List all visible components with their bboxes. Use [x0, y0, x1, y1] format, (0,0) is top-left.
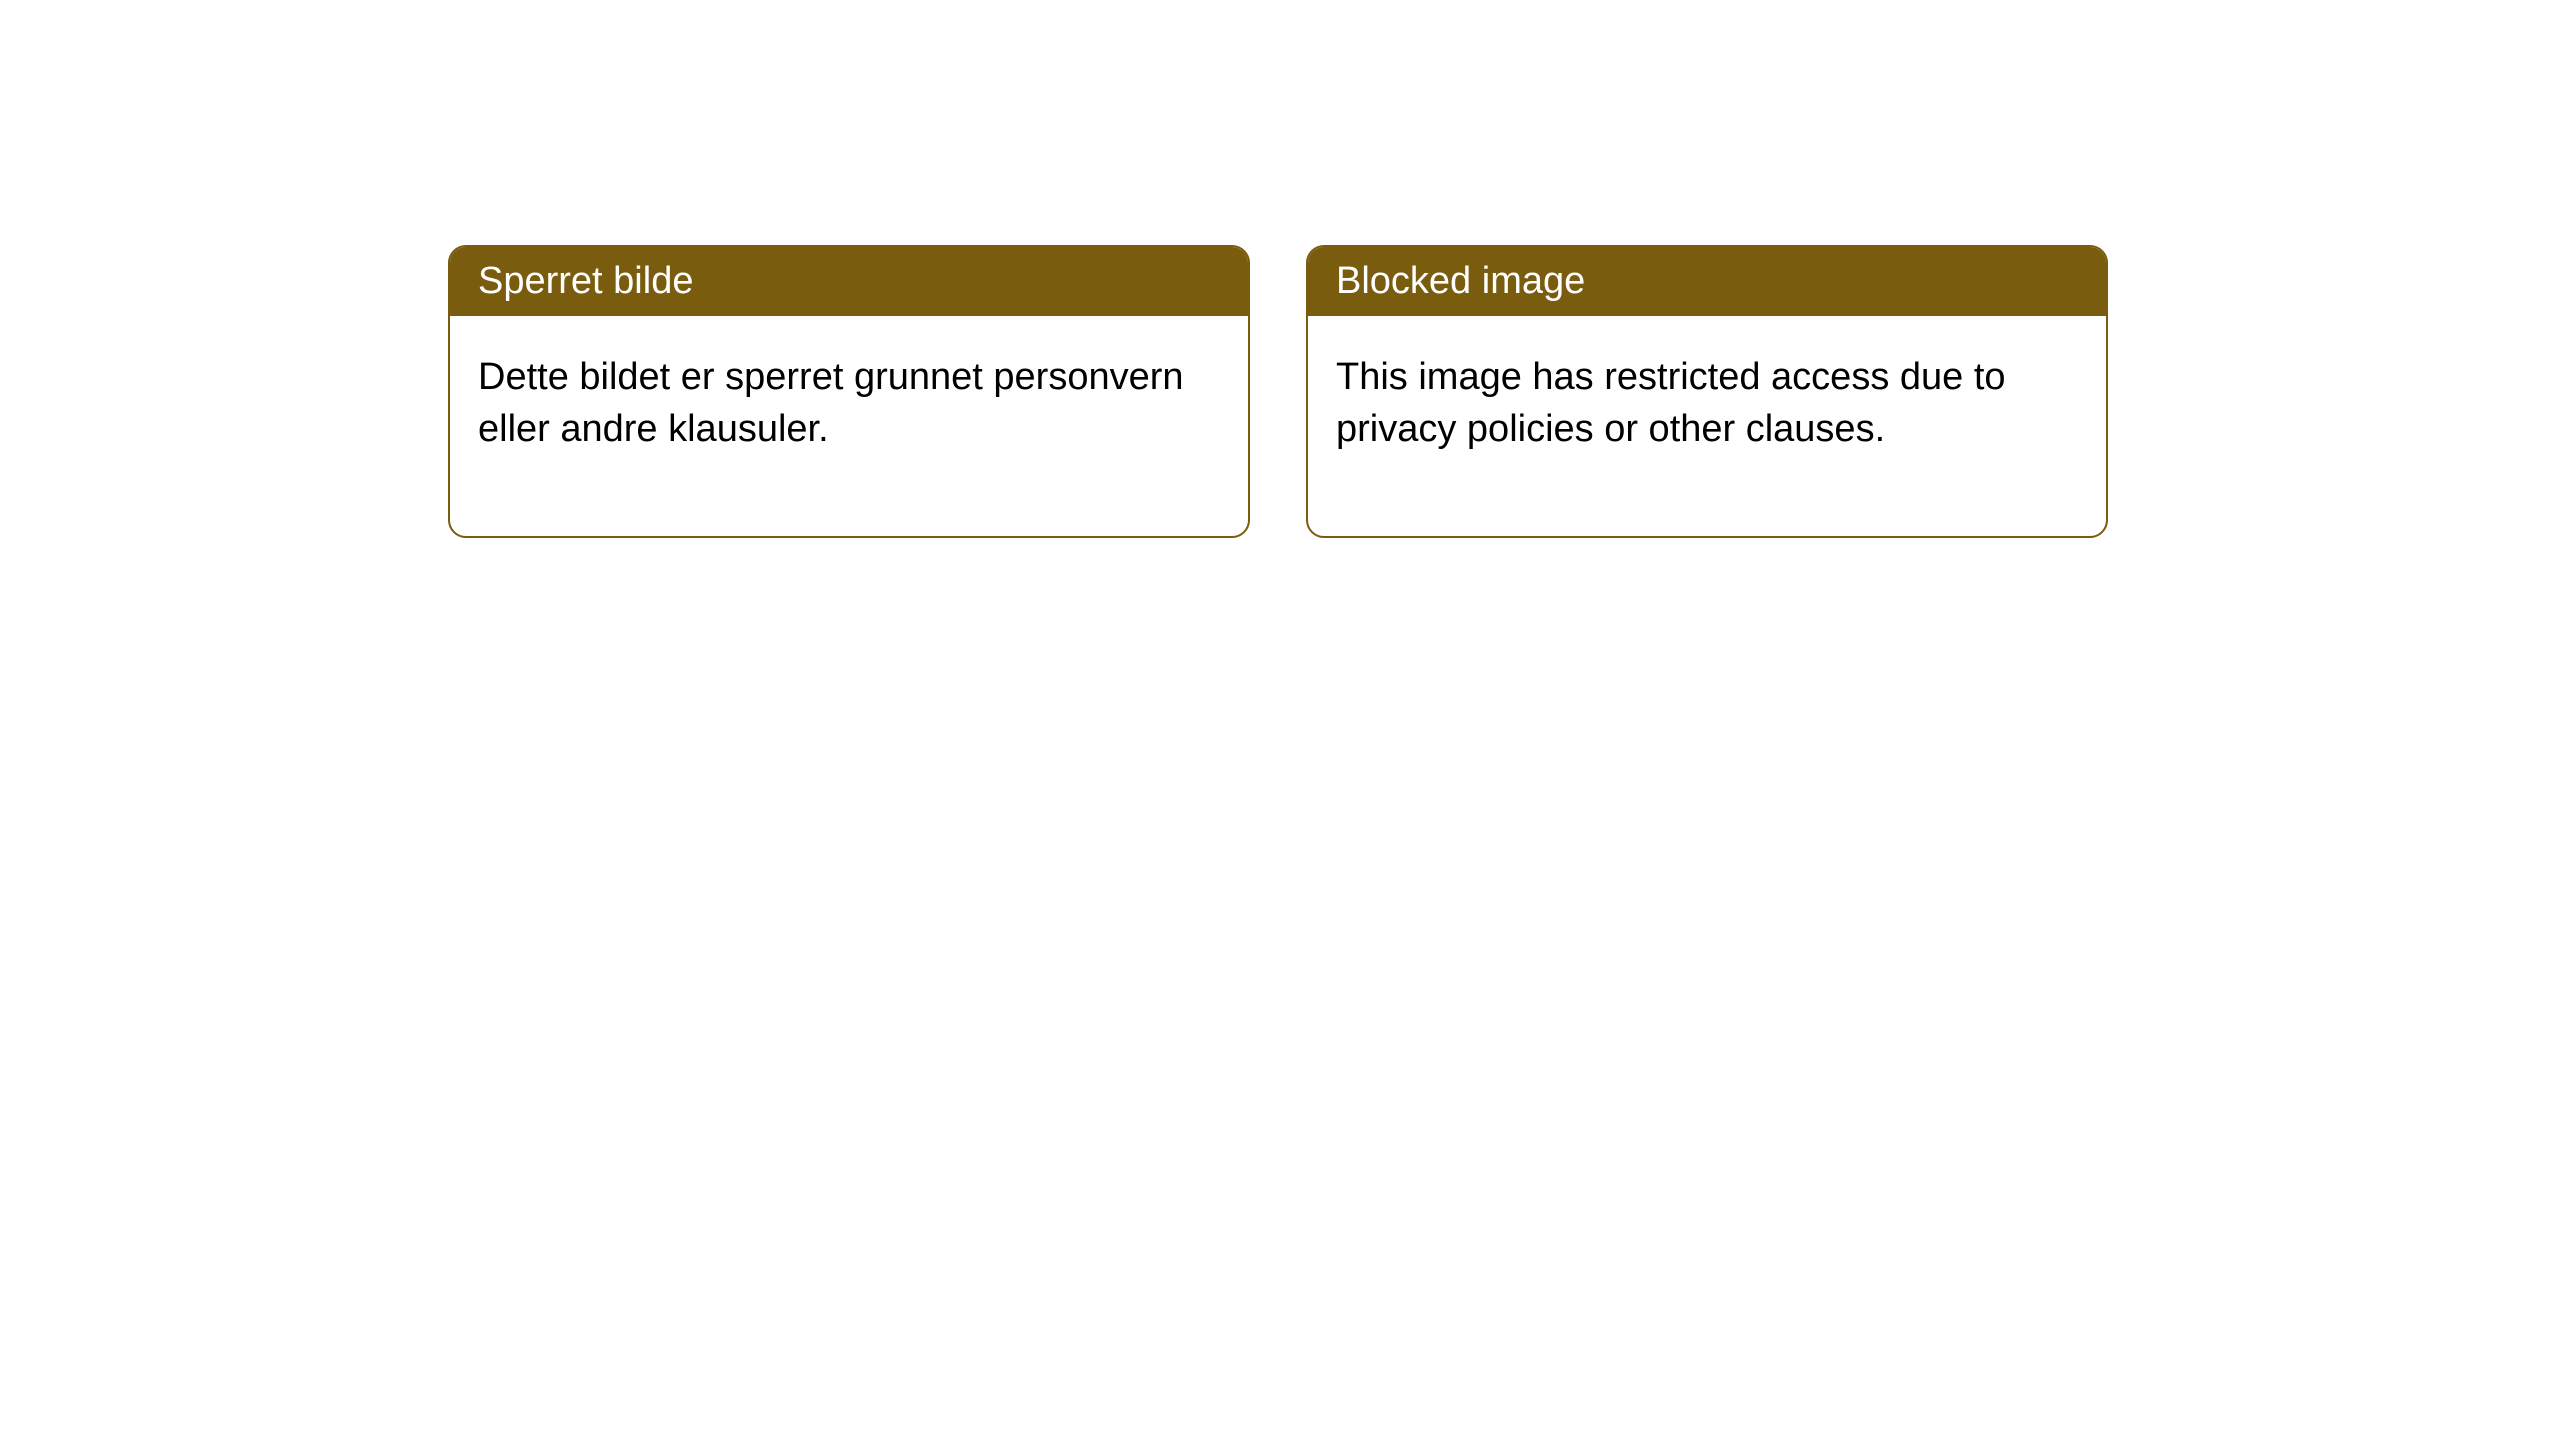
- card-body-norwegian: Dette bildet er sperret grunnet personve…: [450, 316, 1248, 536]
- card-title-norwegian: Sperret bilde: [478, 260, 693, 302]
- notice-container: Sperret bilde Dette bildet er sperret gr…: [0, 0, 2560, 538]
- card-text-norwegian: Dette bildet er sperret grunnet personve…: [478, 356, 1184, 449]
- card-header-english: Blocked image: [1308, 247, 2106, 316]
- card-body-english: This image has restricted access due to …: [1308, 316, 2106, 536]
- card-text-english: This image has restricted access due to …: [1336, 356, 2006, 449]
- card-header-norwegian: Sperret bilde: [450, 247, 1248, 316]
- card-title-english: Blocked image: [1336, 260, 1585, 302]
- notice-card-english: Blocked image This image has restricted …: [1306, 245, 2108, 538]
- notice-card-norwegian: Sperret bilde Dette bildet er sperret gr…: [448, 245, 1250, 538]
